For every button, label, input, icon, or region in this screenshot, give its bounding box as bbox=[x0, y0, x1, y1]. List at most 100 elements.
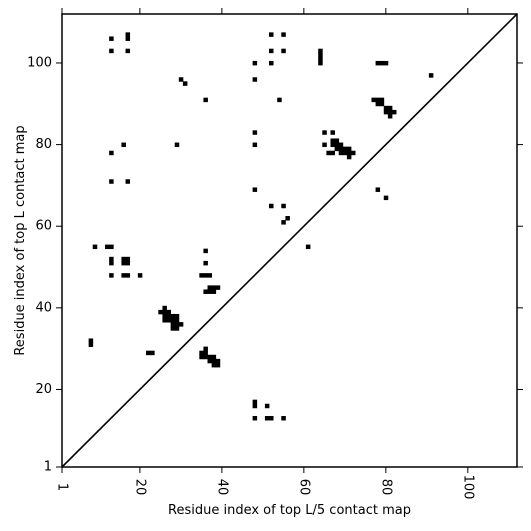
contact-point bbox=[342, 146, 348, 152]
contact-point bbox=[277, 97, 282, 103]
contact-point bbox=[338, 150, 344, 156]
contact-point bbox=[203, 346, 208, 352]
contact-point bbox=[281, 48, 286, 54]
contact-point bbox=[211, 285, 217, 290]
contact-point bbox=[346, 154, 352, 160]
contact-point bbox=[269, 60, 274, 66]
contact-point bbox=[322, 142, 327, 148]
contact-point bbox=[199, 354, 204, 360]
contact-point bbox=[166, 313, 172, 319]
contact-point bbox=[203, 248, 208, 254]
contact-point bbox=[252, 403, 258, 409]
contact-point bbox=[211, 354, 217, 360]
contact-point bbox=[150, 350, 155, 356]
x-axis-label: Residue index of top L/5 contact map bbox=[168, 503, 411, 518]
contact-point bbox=[252, 415, 258, 421]
contact-point bbox=[338, 142, 344, 148]
contact-point bbox=[322, 130, 327, 135]
contact-point bbox=[125, 273, 131, 278]
contact-point bbox=[375, 101, 381, 107]
contact-point bbox=[211, 362, 217, 368]
y-tick-label: 20 bbox=[35, 382, 52, 397]
contact-point bbox=[211, 289, 217, 294]
contact-point bbox=[125, 256, 131, 262]
contact-point bbox=[203, 289, 208, 294]
contact-point bbox=[109, 48, 114, 54]
contact-point bbox=[342, 150, 348, 156]
contact-point bbox=[252, 130, 258, 135]
contact-point bbox=[121, 260, 126, 266]
contact-point bbox=[350, 150, 356, 156]
y-tick-label: 60 bbox=[35, 219, 52, 234]
contact-point bbox=[387, 113, 393, 119]
contact-point bbox=[379, 60, 385, 66]
contact-point bbox=[383, 60, 389, 66]
contact-point bbox=[264, 415, 270, 421]
contact-point bbox=[174, 318, 180, 323]
contact-point bbox=[162, 313, 167, 319]
contact-point bbox=[252, 399, 258, 405]
contact-point bbox=[199, 350, 204, 356]
contact-point bbox=[269, 32, 274, 37]
contact-point bbox=[125, 48, 131, 54]
contact-point bbox=[371, 97, 376, 103]
contact-point bbox=[330, 142, 335, 148]
contact-point bbox=[318, 48, 323, 54]
contact-point bbox=[166, 318, 172, 323]
diagonal-line bbox=[61, 13, 518, 468]
contact-point bbox=[215, 358, 221, 364]
contact-point bbox=[252, 142, 258, 148]
contact-point bbox=[383, 105, 389, 111]
contact-point bbox=[207, 354, 213, 360]
contact-point bbox=[334, 142, 340, 148]
contact-point bbox=[269, 203, 274, 209]
contact-point bbox=[207, 273, 213, 278]
contact-point bbox=[137, 273, 143, 278]
contact-point bbox=[387, 105, 393, 111]
contact-point bbox=[252, 77, 258, 82]
contact-point bbox=[174, 322, 180, 327]
contact-point bbox=[334, 138, 340, 143]
y-axis-label: Residue index of top L contact map bbox=[13, 125, 28, 355]
contact-point bbox=[252, 60, 258, 66]
contact-point bbox=[121, 142, 126, 148]
contact-point bbox=[109, 36, 114, 41]
contact-point bbox=[109, 256, 114, 262]
contact-point bbox=[88, 342, 94, 348]
x-tick-label: 100 bbox=[460, 475, 475, 500]
contact-point bbox=[207, 285, 213, 290]
contact-point bbox=[207, 289, 213, 294]
contact-point bbox=[203, 354, 208, 360]
contact-point bbox=[326, 150, 331, 156]
contact-point bbox=[178, 77, 184, 82]
x-tick-label: 60 bbox=[296, 479, 311, 496]
contact-point bbox=[166, 309, 172, 315]
contact-point bbox=[428, 73, 434, 78]
contact-point bbox=[330, 130, 335, 135]
contact-point bbox=[146, 350, 151, 356]
contact-point bbox=[281, 415, 286, 421]
contact-point bbox=[330, 138, 335, 143]
contact-point bbox=[170, 322, 176, 327]
contact-point bbox=[105, 244, 110, 250]
contact-point bbox=[109, 150, 114, 156]
y-tick-label: 80 bbox=[35, 137, 52, 152]
contact-point bbox=[182, 81, 188, 86]
contact-point bbox=[174, 313, 180, 319]
contact-point bbox=[162, 318, 167, 323]
contact-point bbox=[170, 313, 176, 319]
contact-point bbox=[203, 350, 208, 356]
contact-point bbox=[174, 326, 180, 331]
contact-point bbox=[162, 305, 167, 311]
contact-point bbox=[109, 179, 114, 184]
contact-point bbox=[109, 273, 114, 278]
contact-point bbox=[125, 32, 131, 37]
contact-point bbox=[338, 146, 344, 152]
contact-point bbox=[318, 56, 323, 62]
plot-frame bbox=[61, 13, 518, 468]
contact-point bbox=[379, 101, 385, 107]
contact-point bbox=[281, 32, 286, 37]
contact-point bbox=[121, 273, 126, 278]
